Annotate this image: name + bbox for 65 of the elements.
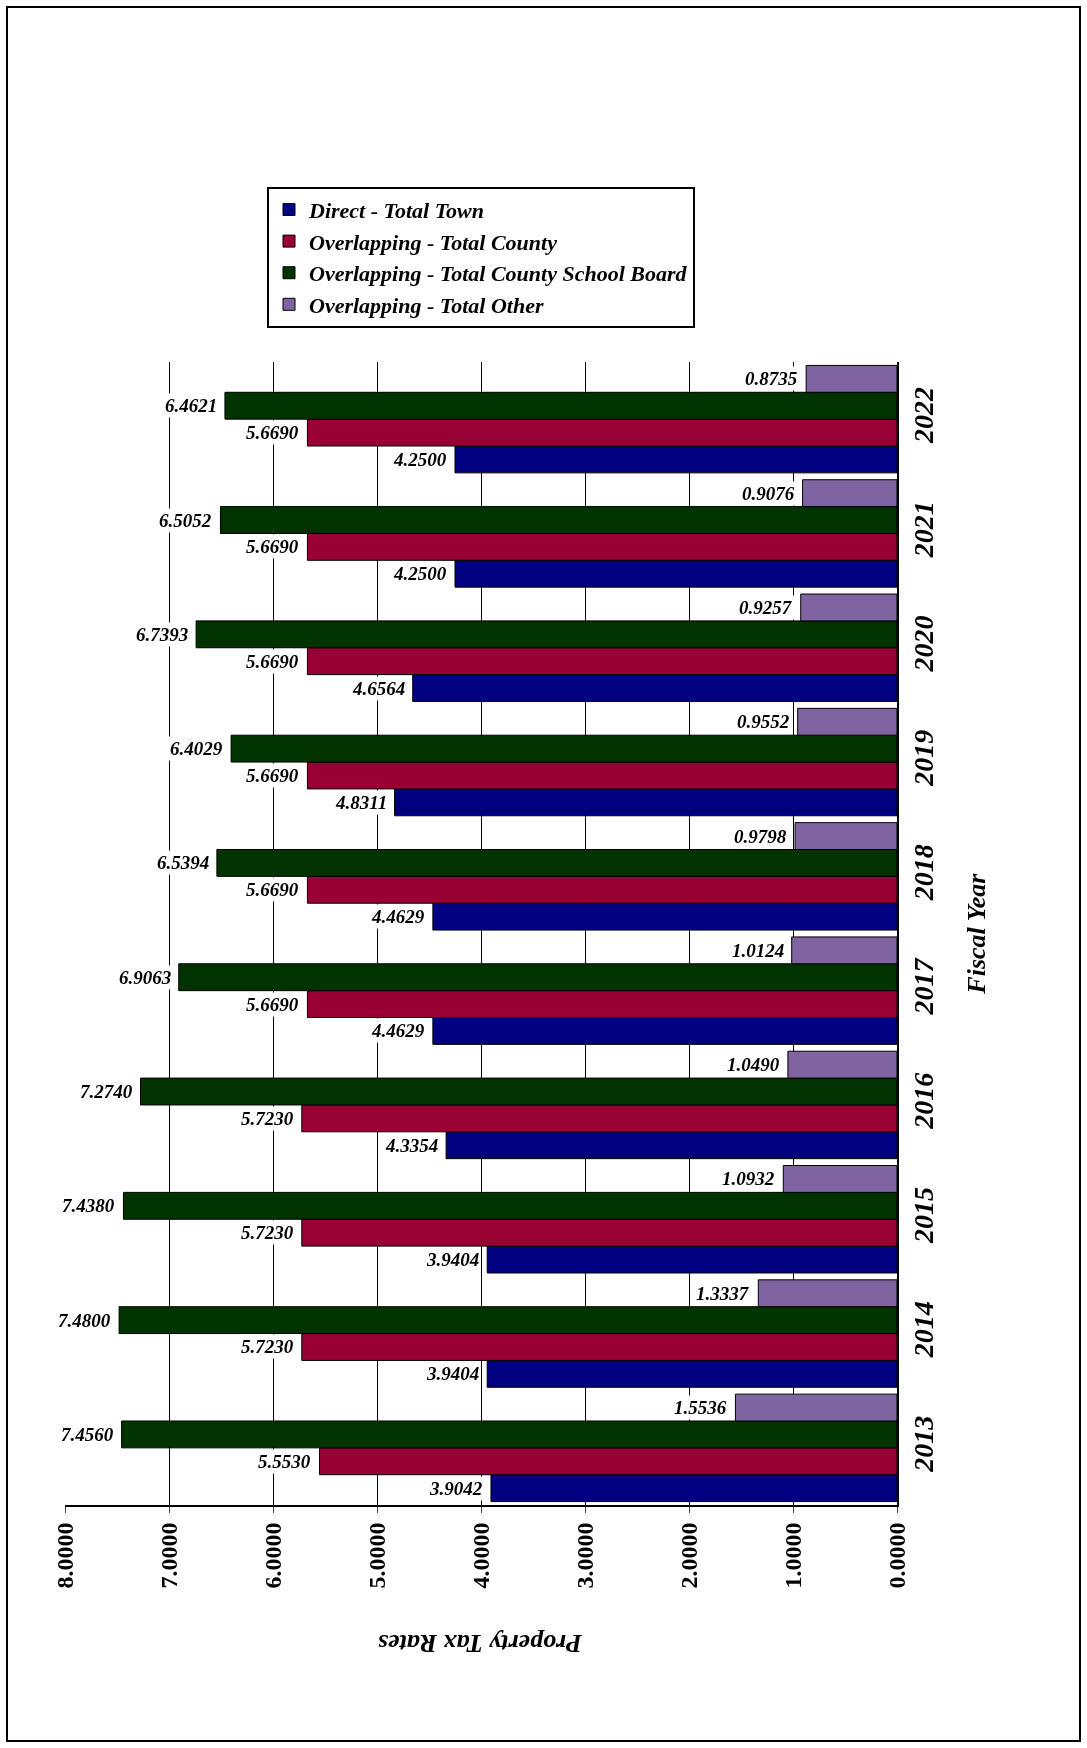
data-label: 7.4560 xyxy=(61,1424,114,1445)
x-tick-label: 1.0000 xyxy=(779,1522,806,1589)
y-tick-label: 2018 xyxy=(907,844,939,902)
data-label: 5.6690 xyxy=(246,994,299,1015)
data-label: 6.4621 xyxy=(165,395,218,416)
x-axis-title: Property Tax Rates xyxy=(377,1628,583,1658)
data-label: 6.7393 xyxy=(136,624,189,645)
y-tick-label: 2016 xyxy=(907,1072,939,1130)
data-label: 5.7230 xyxy=(241,1108,294,1129)
data-label: 5.7230 xyxy=(241,1222,294,1243)
legend-label: Overlapping - Total County xyxy=(309,229,558,255)
x-tick-label: 3.0000 xyxy=(571,1522,598,1589)
x-tick-label: 7.0000 xyxy=(155,1522,182,1589)
y-axis-title: Fiscal Year xyxy=(961,872,991,995)
data-label: 0.9257 xyxy=(739,597,793,618)
x-tick-label: 6.0000 xyxy=(259,1522,286,1589)
data-label: 0.8735 xyxy=(745,368,798,389)
legend-label: Overlapping - Total Other xyxy=(309,292,544,318)
y-tick-label: 2017 xyxy=(907,957,939,1016)
y-tick-label: 2015 xyxy=(907,1187,939,1245)
data-label: 5.6690 xyxy=(246,422,299,443)
data-label: 6.5394 xyxy=(157,852,210,873)
data-label: 1.0490 xyxy=(727,1054,780,1075)
y-tick-label: 2022 xyxy=(907,386,939,444)
y-tick-label: 2021 xyxy=(907,501,939,559)
legend-label: Overlapping - Total County School Board xyxy=(309,261,688,287)
x-tick-label: 5.0000 xyxy=(363,1522,390,1589)
x-tick-label: 4.0000 xyxy=(467,1522,494,1589)
x-tick-label: 8.0000 xyxy=(51,1522,78,1589)
data-label: 4.6564 xyxy=(352,678,406,699)
data-label: 3.9404 xyxy=(426,1363,480,1384)
data-label: 5.6690 xyxy=(246,536,299,557)
data-label: 4.2500 xyxy=(393,563,447,584)
data-label: 4.4629 xyxy=(371,906,425,927)
data-label: 0.9076 xyxy=(742,483,795,504)
x-tick-label: 2.0000 xyxy=(675,1522,702,1589)
y-tick-label: 2013 xyxy=(907,1415,939,1473)
data-label: 3.9042 xyxy=(429,1478,483,1499)
data-label: 0.9552 xyxy=(737,711,790,732)
data-label: 0.9798 xyxy=(734,826,787,847)
data-label: 6.9063 xyxy=(119,967,172,988)
data-label: 1.3337 xyxy=(696,1283,750,1304)
data-label: 1.5536 xyxy=(674,1397,727,1418)
data-label: 4.2500 xyxy=(393,449,447,470)
y-tick-label: 2020 xyxy=(907,615,939,673)
data-label: 3.9404 xyxy=(426,1249,480,1270)
data-label: 5.5530 xyxy=(258,1451,311,1472)
data-label: 7.4800 xyxy=(58,1310,111,1331)
data-label: 5.6690 xyxy=(246,879,299,900)
legend-label: Direct - Total Town xyxy=(308,198,485,224)
data-label: 4.3354 xyxy=(385,1135,439,1156)
data-label: 6.4029 xyxy=(170,738,223,759)
data-label: 1.0124 xyxy=(732,940,785,961)
y-tick-label: 2019 xyxy=(907,729,939,787)
data-label: 5.7230 xyxy=(241,1336,294,1357)
data-label: 7.2740 xyxy=(80,1081,133,1102)
data-label: 4.4629 xyxy=(371,1020,425,1041)
y-tick-label: 2014 xyxy=(907,1301,939,1359)
data-label: 5.6690 xyxy=(246,651,299,672)
data-label: 6.5052 xyxy=(159,510,212,531)
data-label: 1.0932 xyxy=(722,1168,775,1189)
x-tick-label: 0.0000 xyxy=(883,1522,910,1589)
data-label: 4.8311 xyxy=(335,792,388,813)
data-label: 5.6690 xyxy=(246,765,299,786)
data-label: 7.4380 xyxy=(62,1195,115,1216)
